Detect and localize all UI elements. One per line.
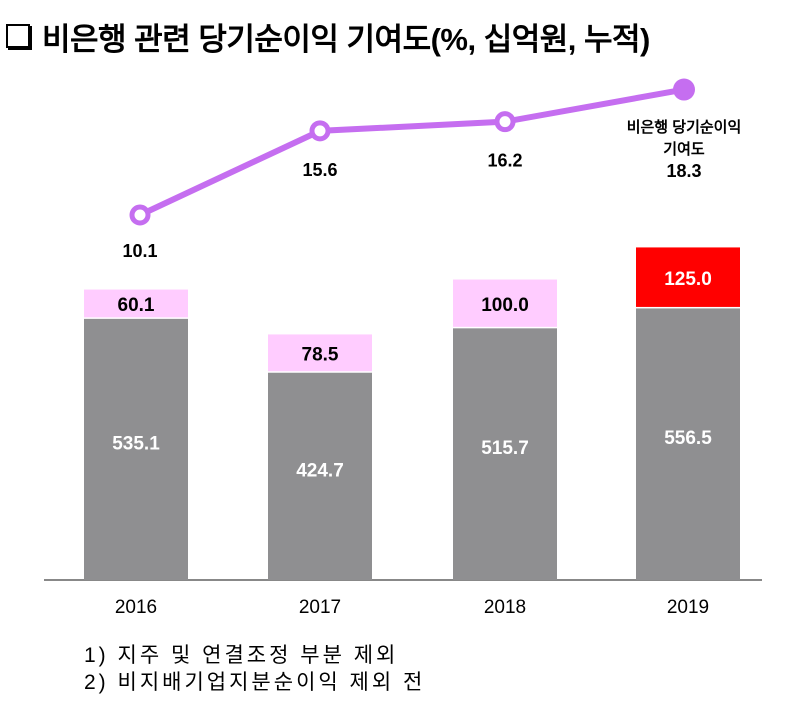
x-tick-label: 2016 bbox=[115, 597, 157, 618]
chart-title-text: 비은행 관련 당기순이익 기여도(%, 십억원, 누적) bbox=[42, 22, 650, 57]
bar-increment-2019 bbox=[636, 247, 740, 307]
line-marker bbox=[309, 120, 331, 142]
footnotes: 1) 지주 및 연결조정 부분 제외 2) 비지배기업지분순이익 제외 전 bbox=[84, 642, 425, 696]
line-value-label: 15.6 bbox=[302, 160, 337, 180]
bar-base-label: 515.7 bbox=[481, 438, 529, 459]
bar-base-2016 bbox=[84, 318, 188, 580]
line-marker bbox=[129, 204, 151, 226]
checkbox-bullet-icon bbox=[6, 24, 30, 48]
bar-base-2017 bbox=[268, 372, 372, 580]
bar-base-2018 bbox=[453, 328, 557, 580]
line-value-label: 16.2 bbox=[487, 151, 522, 171]
line-series bbox=[138, 86, 685, 218]
line-value-label: 10.1 bbox=[122, 241, 157, 261]
bar-base-label: 424.7 bbox=[296, 460, 344, 481]
bar-base-label: 556.5 bbox=[664, 428, 712, 449]
bar-base-label: 535.1 bbox=[112, 433, 160, 454]
bar-increment-label: 60.1 bbox=[118, 295, 155, 316]
bar-increment-label: 100.0 bbox=[481, 295, 529, 316]
line-series-label: 비은행 당기순이익 bbox=[627, 118, 742, 136]
bar-increment-2016 bbox=[84, 289, 188, 318]
bar-increment-label: 125.0 bbox=[664, 269, 712, 290]
line-series-label: 기여도 bbox=[663, 141, 705, 158]
bar-increment-2017 bbox=[268, 334, 372, 372]
line-value-label: 18.3 bbox=[666, 161, 701, 181]
line-marker bbox=[673, 78, 695, 101]
bar-increment-label: 78.5 bbox=[302, 345, 339, 366]
line-marker bbox=[494, 111, 516, 133]
chart-title: 비은행 관련 당기순이익 기여도(%, 십억원, 누적) bbox=[6, 14, 650, 59]
footnote-2: 2) 비지배기업지분순이익 제외 전 bbox=[84, 671, 426, 694]
x-tick-label: 2018 bbox=[484, 597, 526, 618]
bar-increment-2018 bbox=[453, 279, 557, 327]
x-tick-label: 2017 bbox=[299, 597, 341, 618]
bar-base-2019 bbox=[636, 308, 740, 580]
x-tick-label: 2019 bbox=[667, 597, 709, 618]
footnote-1: 1) 지주 및 연결조정 부분 제외 bbox=[84, 644, 399, 667]
